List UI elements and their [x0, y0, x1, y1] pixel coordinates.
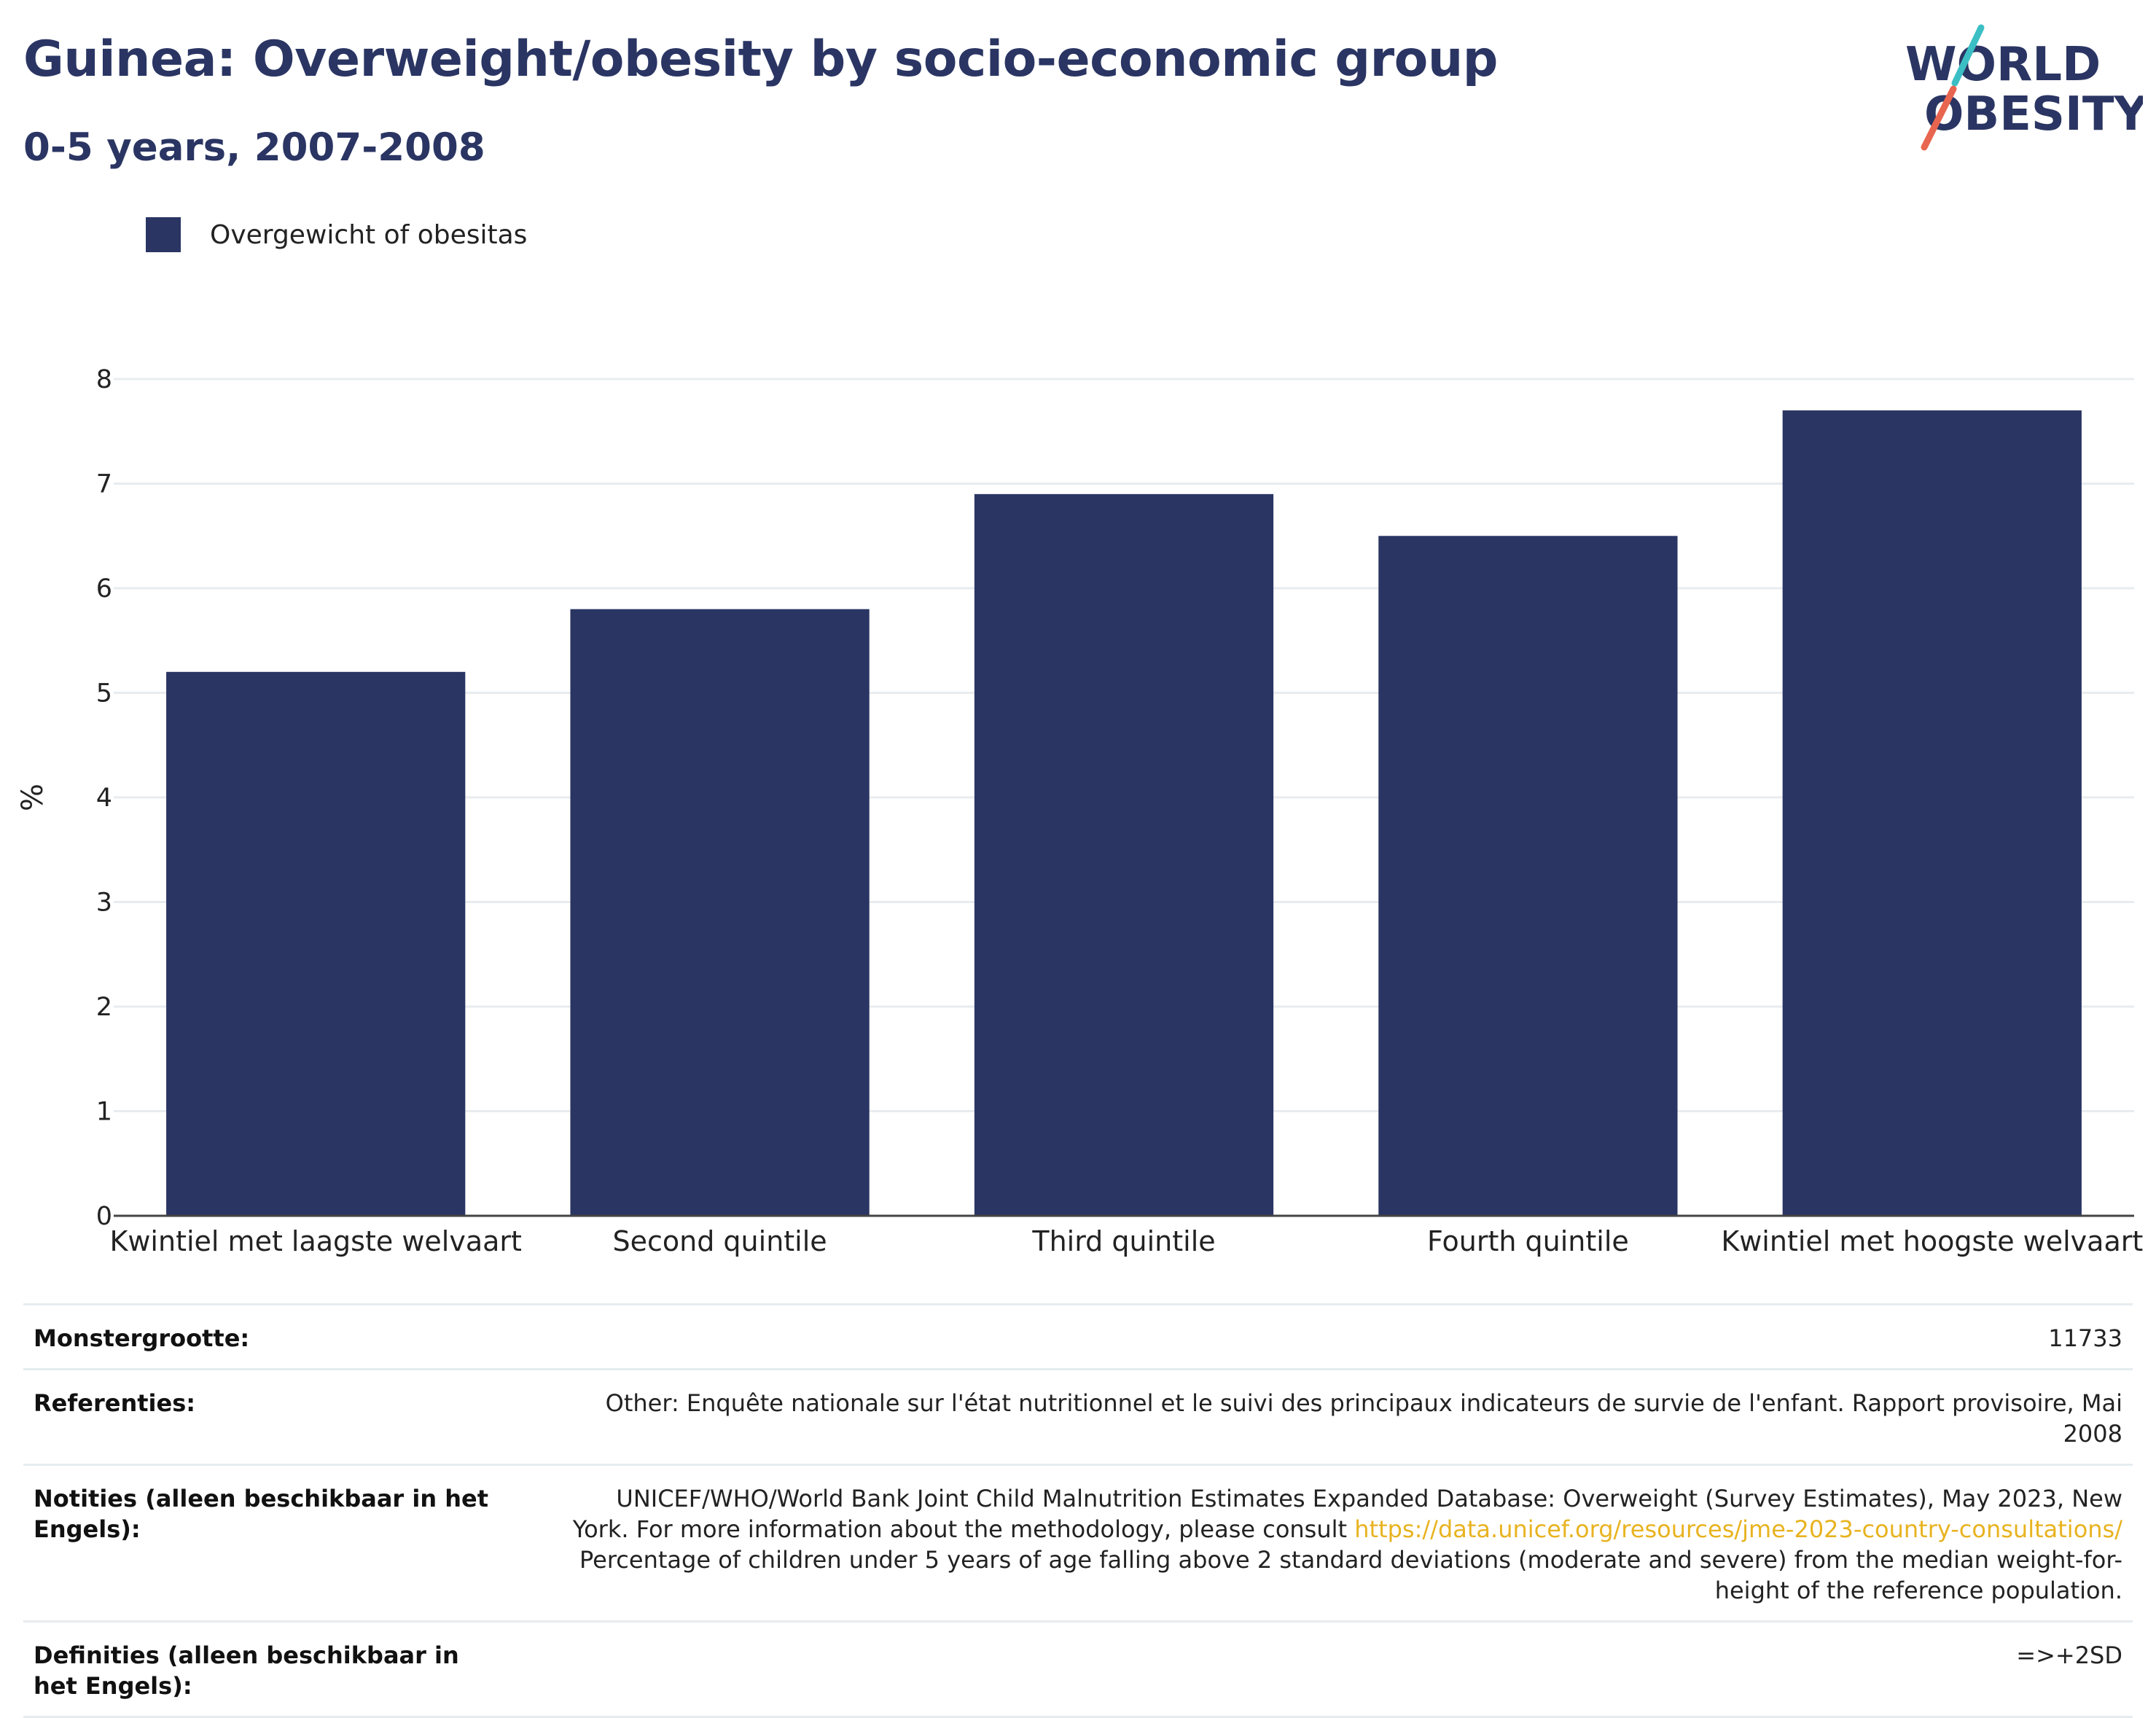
definitions-label: Definities (alleen beschikbaar in het En…: [34, 1641, 459, 1700]
meta-row-notes: Notities (alleen beschikbaar in het Enge…: [23, 1464, 2133, 1620]
x-category-label: Kwintiel met laagste welvaart: [109, 1225, 522, 1257]
y-tick-label: 7: [96, 470, 112, 499]
notes-label: Notities (alleen beschikbaar in het Enge…: [34, 1485, 489, 1543]
bars: [166, 410, 2082, 1216]
y-tick-label: 4: [96, 784, 112, 813]
y-axis-label: %: [16, 784, 50, 811]
logo-slash-teal: [1951, 24, 1985, 87]
y-tick-label: 3: [96, 889, 112, 918]
definitions-value: =>+2SD: [2016, 1641, 2122, 1669]
bar: [166, 671, 466, 1216]
y-axis-ticks: 0 1 2 3 4 5 6 7 8: [96, 365, 112, 1231]
x-category-label: Third quintile: [1031, 1225, 1215, 1257]
meta-row-references: Referenties: Other: Enquête nationale su…: [23, 1368, 2133, 1464]
notes-text-2: Percentage of children under 5 years of …: [579, 1546, 2122, 1604]
metadata-table: Monstergrootte: 11733 Referenties: Other…: [23, 1303, 2133, 1718]
y-tick-label: 6: [96, 574, 112, 604]
sample-size-label: Monstergrootte:: [34, 1324, 250, 1352]
x-category-label: Second quintile: [613, 1225, 827, 1257]
x-category-label: Fourth quintile: [1427, 1225, 1629, 1257]
meta-row-definitions: Definities (alleen beschikbaar in het En…: [23, 1620, 2133, 1718]
logo-text-world: WORLD: [1905, 38, 2101, 92]
y-tick-label: 0: [96, 1202, 112, 1231]
x-axis-categories: Kwintiel met laagste welvaart Second quin…: [109, 1225, 2143, 1257]
x-category-label: Kwintiel met hoogste welvaart: [1721, 1225, 2143, 1257]
meta-row-sample: Monstergrootte: 11733: [23, 1303, 2133, 1368]
y-tick-label: 8: [96, 365, 112, 394]
sample-size-value: 11733: [2048, 1324, 2122, 1352]
logo-text-obesity: OBESITY: [1924, 87, 2143, 141]
y-tick-label: 5: [96, 679, 112, 708]
bar: [974, 493, 1274, 1216]
chart-legend: Overgewicht of obesitas: [146, 217, 527, 252]
notes-text-1: UNICEF/WHO/World Bank Joint Child Malnut…: [572, 1485, 2122, 1543]
bar-chart: 0 1 2 3 4 5 6 7 8 Kwintiel met laagste welvaart S…: [16, 365, 2143, 1257]
bar: [1782, 410, 2082, 1216]
notes-link[interactable]: https://data.unicef.org/resources/jme-20…: [1354, 1515, 2122, 1543]
chart-title: Guinea: Overweight/obesity by socio-econ…: [23, 31, 1498, 88]
chart-subtitle: 0-5 years, 2007-2008: [23, 125, 485, 170]
legend-swatch: [146, 217, 181, 252]
y-tick-label: 2: [96, 993, 112, 1022]
references-value: Other: Enquête nationale sur l'état nutr…: [605, 1389, 2122, 1448]
y-tick-label: 1: [96, 1098, 112, 1127]
logo-slash-red: [1921, 85, 1957, 151]
legend-label: Overgewicht of obesitas: [210, 219, 528, 250]
references-label: Referenties:: [34, 1389, 196, 1417]
bar: [1378, 536, 1678, 1216]
notes-value: UNICEF/WHO/World Bank Joint Child Malnut…: [555, 1483, 2122, 1606]
world-obesity-logo: WORLD OBESITY: [1905, 24, 2143, 151]
bar: [570, 609, 870, 1216]
